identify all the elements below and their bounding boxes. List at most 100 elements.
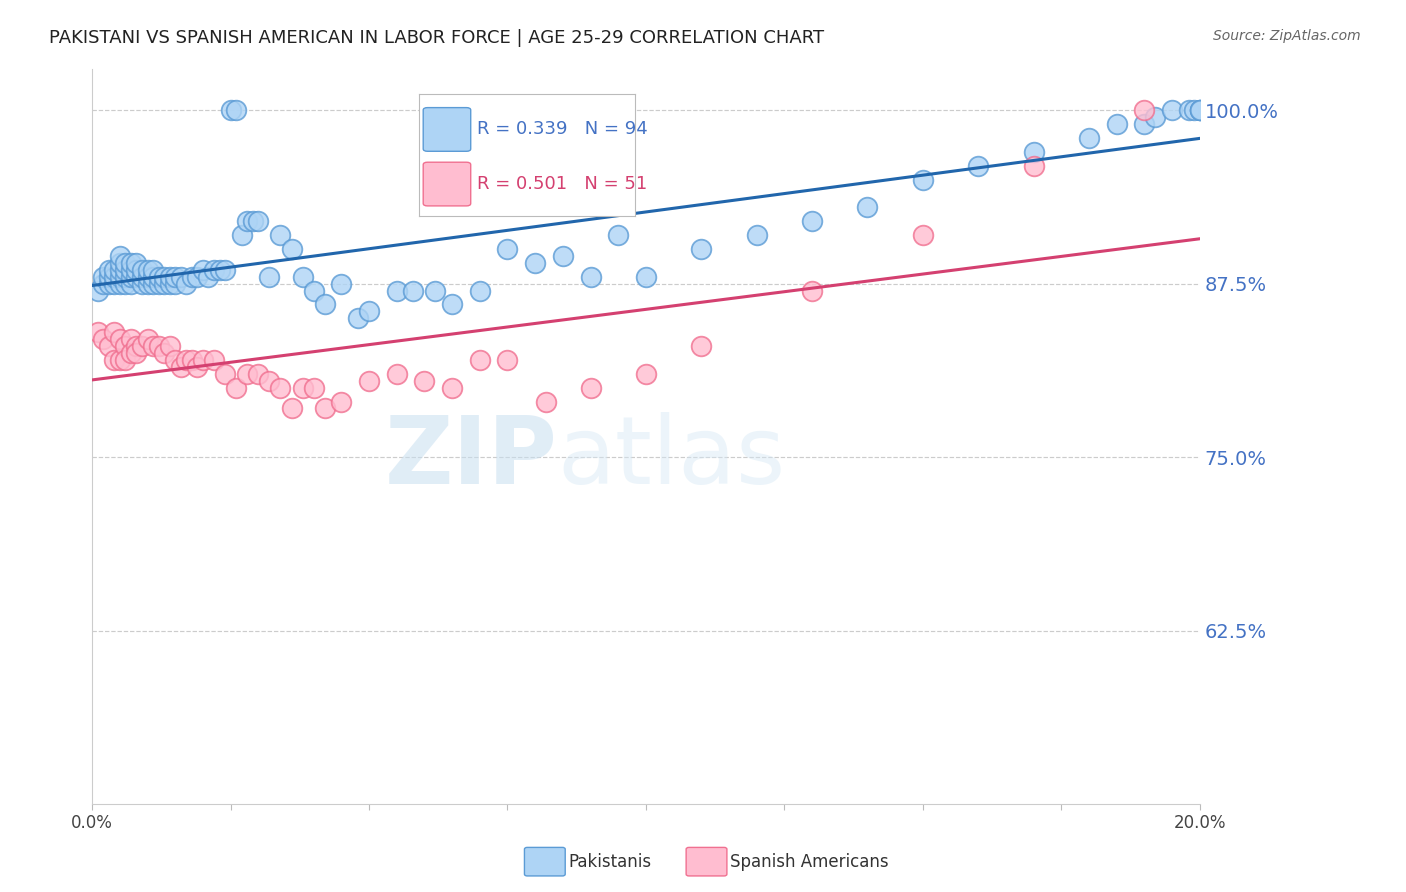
Point	[97, 339, 120, 353]
Point	[280, 401, 302, 416]
Point	[114, 256, 136, 270]
Point	[108, 332, 131, 346]
Point	[108, 262, 131, 277]
Point	[159, 269, 181, 284]
Point	[247, 367, 270, 381]
Point	[148, 339, 170, 353]
Point	[302, 284, 325, 298]
Point	[108, 353, 131, 368]
Point	[97, 277, 120, 291]
Point	[97, 262, 120, 277]
Text: Spanish Americans: Spanish Americans	[730, 853, 889, 871]
Text: Pakistanis: Pakistanis	[568, 853, 651, 871]
Point	[496, 353, 519, 368]
Point	[1188, 103, 1211, 117]
Point	[120, 269, 142, 284]
Point	[214, 367, 236, 381]
Point	[108, 249, 131, 263]
Point	[225, 103, 247, 117]
Point	[191, 353, 214, 368]
Point	[108, 256, 131, 270]
Point	[136, 262, 159, 277]
Point	[120, 346, 142, 360]
Point	[186, 359, 208, 374]
Point	[125, 256, 148, 270]
Point	[1177, 103, 1199, 117]
Point	[153, 269, 176, 284]
Point	[1188, 103, 1211, 117]
Point	[219, 103, 242, 117]
Point	[165, 269, 187, 284]
Point	[114, 269, 136, 284]
Point	[180, 269, 202, 284]
Point	[231, 227, 253, 242]
Point	[607, 227, 630, 242]
Point	[91, 332, 114, 346]
Point	[114, 353, 136, 368]
Point	[136, 277, 159, 291]
Point	[524, 256, 547, 270]
Point	[120, 332, 142, 346]
Point	[202, 353, 225, 368]
Point	[856, 200, 879, 214]
Point	[690, 339, 713, 353]
Point	[114, 262, 136, 277]
Point	[1105, 117, 1128, 131]
Point	[103, 325, 125, 339]
Point	[214, 262, 236, 277]
Point	[103, 269, 125, 284]
Point	[153, 346, 176, 360]
Point	[91, 277, 114, 291]
Point	[131, 269, 153, 284]
Point	[91, 269, 114, 284]
Point	[347, 311, 370, 326]
Point	[259, 374, 281, 388]
Point	[801, 214, 824, 228]
Point	[314, 297, 336, 311]
Point	[125, 269, 148, 284]
Point	[186, 269, 208, 284]
Point	[302, 381, 325, 395]
Point	[1182, 103, 1205, 117]
Point	[148, 269, 170, 284]
Point	[103, 262, 125, 277]
Point	[801, 284, 824, 298]
Point	[269, 381, 291, 395]
Point	[579, 381, 602, 395]
Point	[496, 242, 519, 256]
Point	[967, 159, 990, 173]
Point	[1133, 103, 1156, 117]
Text: ZIP: ZIP	[384, 412, 557, 504]
Point	[280, 242, 302, 256]
Point	[259, 269, 281, 284]
Point	[131, 339, 153, 353]
Point	[142, 262, 165, 277]
Point	[148, 277, 170, 291]
Point	[170, 269, 193, 284]
Point	[86, 325, 108, 339]
Point	[385, 367, 408, 381]
Point	[690, 242, 713, 256]
Point	[634, 367, 657, 381]
Point	[136, 332, 159, 346]
Point	[247, 214, 270, 228]
Point	[225, 381, 247, 395]
Point	[142, 269, 165, 284]
Point	[425, 284, 447, 298]
Point	[468, 284, 491, 298]
Point	[103, 353, 125, 368]
Point	[176, 277, 198, 291]
Text: atlas: atlas	[557, 412, 786, 504]
Point	[413, 374, 436, 388]
Point	[197, 269, 219, 284]
Point	[551, 249, 574, 263]
Point	[202, 262, 225, 277]
Point	[159, 277, 181, 291]
Point	[236, 367, 259, 381]
Point	[165, 277, 187, 291]
Point	[236, 214, 259, 228]
Point	[385, 284, 408, 298]
Point	[357, 304, 380, 318]
Point	[536, 394, 558, 409]
Point	[153, 277, 176, 291]
